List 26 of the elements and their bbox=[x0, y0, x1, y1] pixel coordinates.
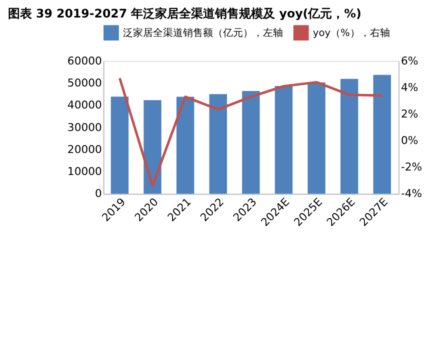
bar bbox=[176, 96, 194, 194]
y2-tick-label: 0% bbox=[400, 134, 418, 148]
y-tick-label: 40000 bbox=[67, 98, 102, 112]
bar bbox=[340, 78, 358, 194]
y-tick-label: 30000 bbox=[67, 120, 102, 134]
y-tick-label: 50000 bbox=[67, 76, 102, 90]
bar bbox=[209, 94, 227, 194]
legend-label: 泛家居全渠道销售额（亿元），左轴 bbox=[123, 26, 283, 39]
chart-title: 图表 39 2019-2027 年泛家居全渠道销售规模及 yoy(亿元，%) bbox=[8, 6, 362, 21]
y-tick-label: 60000 bbox=[67, 54, 102, 68]
bar bbox=[274, 86, 293, 194]
y2-tick-label: 6% bbox=[400, 54, 418, 68]
line-series bbox=[118, 76, 384, 188]
y2-tick-label: -2% bbox=[400, 160, 422, 174]
bar bbox=[308, 82, 326, 194]
bar bbox=[373, 74, 391, 194]
y2-tick-label: 2% bbox=[400, 108, 418, 121]
legend-label: yoy（%），右轴 bbox=[312, 26, 390, 39]
y2-tick-label: -4% bbox=[400, 187, 422, 200]
bar bbox=[144, 100, 162, 194]
y-tick-label: 0 bbox=[94, 187, 102, 200]
bar bbox=[242, 91, 260, 194]
y-tick-label: 20000 bbox=[67, 142, 102, 156]
y2-tick-label: 4% bbox=[400, 80, 418, 94]
y-tick-label: 10000 bbox=[67, 165, 102, 178]
bar bbox=[110, 96, 129, 194]
